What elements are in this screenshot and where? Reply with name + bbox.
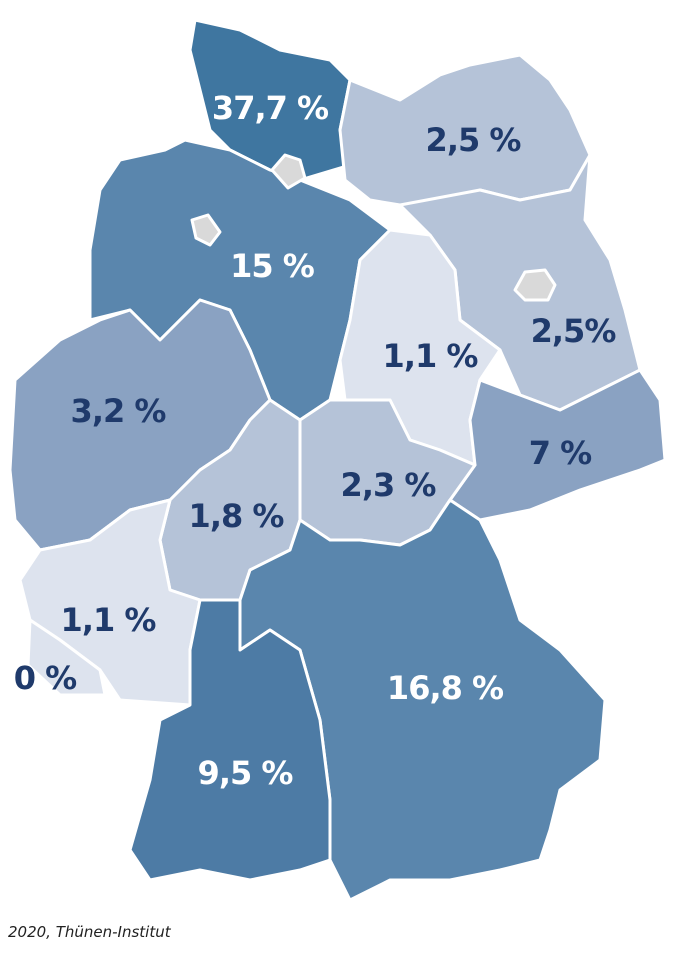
region-label: 1,1 % (61, 601, 157, 639)
region-label: 2,5% (531, 312, 617, 350)
region-label: 1,8 % (189, 497, 285, 535)
region-baden-wuerttemberg (128, 598, 332, 882)
region-saarland (26, 618, 107, 697)
region-label: 3,2 % (71, 392, 167, 430)
region-label: 9,5 % (198, 754, 294, 792)
source-note: 2020, Thünen-Institut (8, 923, 172, 941)
region-berlin (513, 268, 557, 302)
region-label: 16,8 % (387, 669, 504, 707)
region-label: 1,1 % (383, 337, 479, 375)
region-label: 7 % (529, 434, 592, 472)
region-label: 2,3 % (341, 466, 437, 504)
region-label: 37,7 % (212, 89, 329, 127)
region-label: 2,5 % (426, 121, 522, 159)
region-schleswig-holstein (188, 18, 352, 182)
region-label: 15 % (230, 247, 315, 285)
region-sachsen (448, 368, 667, 522)
region-hamburg (270, 153, 307, 190)
region-label: 0 % (14, 659, 77, 697)
region-bremen (190, 213, 222, 247)
